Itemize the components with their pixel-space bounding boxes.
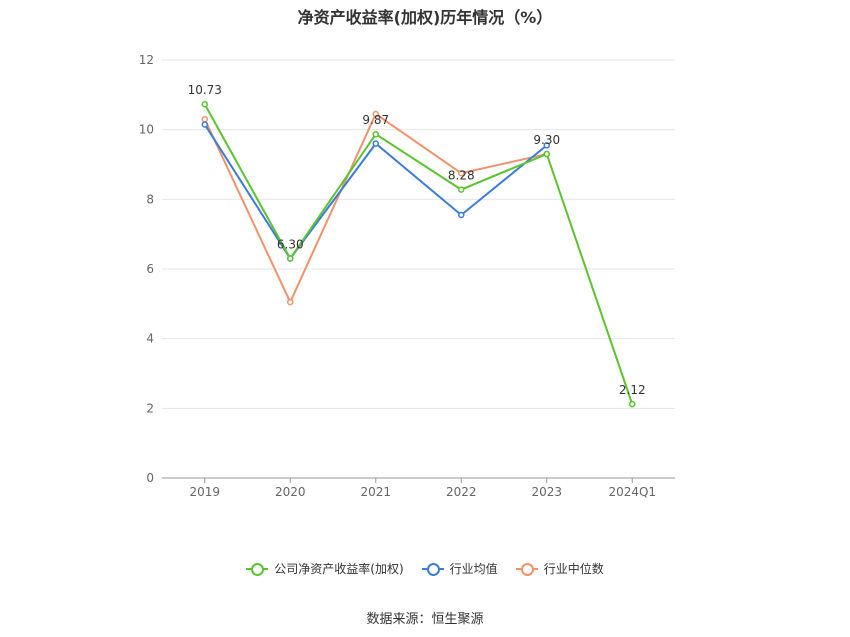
x-tick-label: 2023 (531, 485, 562, 499)
data-label: 10.73 (188, 83, 222, 97)
source-note: 数据来源：恒生聚源 (366, 612, 484, 627)
series-line (203, 103, 634, 405)
data-label: 6.30 (277, 238, 304, 252)
series-1 (201, 100, 636, 408)
data-label: 9.30 (533, 133, 560, 147)
data-label: 9.87 (362, 113, 389, 127)
series-lines (201, 100, 636, 408)
data-point (201, 115, 208, 123)
legend-label: 行业中位数 (543, 562, 604, 576)
legend: 公司净资产收益率(加权) 行业均值 行业中位数 (0, 560, 850, 577)
legend-item[interactable]: 公司净资产收益率(加权) (246, 560, 404, 577)
axes: 0 2 4 6 8 10 12 2019 2020 2021 2022 2023 2024Q1 (139, 53, 675, 499)
data-label: 8.28 (448, 169, 475, 183)
x-tick-label: 2022 (446, 485, 477, 499)
y-tick-label: 12 (139, 53, 154, 67)
data-point (372, 110, 379, 118)
legend-label: 公司净资产收益率(加权) (274, 562, 404, 576)
data-label: 2.12 (619, 383, 646, 397)
chart-title: 净资产收益率(加权)历年情况（%） (297, 8, 553, 27)
data-point (458, 169, 465, 177)
y-tick-label: 0 (146, 471, 154, 485)
data-labels: 10.73 6.30 9.87 8.28 9.30 2.12 (188, 83, 646, 397)
y-tick-label: 6 (146, 262, 154, 276)
legend-label: 行业均值 (449, 562, 498, 576)
data-point (201, 100, 208, 108)
y-tick-label: 10 (139, 123, 154, 137)
y-tick-label: 8 (146, 192, 154, 206)
series-2 (201, 121, 550, 262)
data-point (458, 186, 465, 193)
legend-swatch (246, 562, 269, 576)
data-point (201, 121, 208, 128)
y-tick-label: 2 (146, 401, 154, 415)
data-point (287, 298, 294, 306)
x-tick-label: 2024Q1 (608, 485, 656, 499)
legend-swatch (421, 562, 444, 576)
x-tick-label: 2019 (189, 485, 220, 499)
legend-swatch (515, 562, 538, 576)
data-point (543, 142, 550, 149)
data-point (372, 130, 379, 138)
grid-lines (162, 59, 675, 409)
data-point (543, 150, 550, 158)
data-point (372, 140, 379, 147)
legend-item[interactable]: 行业中位数 (515, 560, 604, 577)
x-tick-label: 2020 (275, 485, 306, 499)
legend-item[interactable]: 行业均值 (421, 560, 498, 577)
x-tick-label: 2021 (360, 485, 391, 499)
y-tick-label: 4 (146, 332, 154, 346)
data-point (629, 400, 636, 408)
data-point (458, 211, 465, 219)
data-point (287, 255, 294, 262)
